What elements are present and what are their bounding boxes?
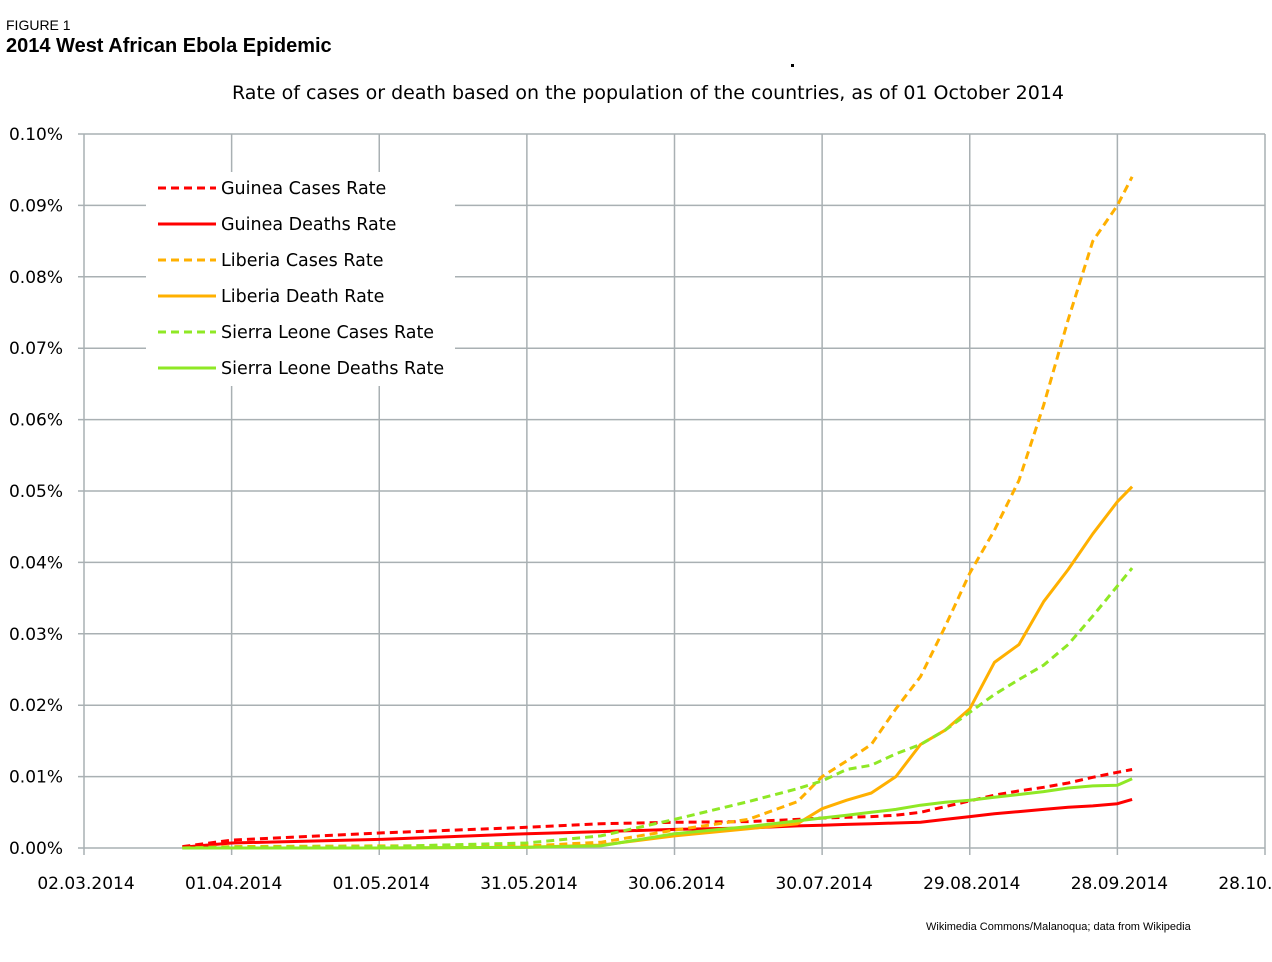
chart-title: Rate of cases or death based on the popu… — [232, 82, 1064, 104]
x-tick-label: 01.05.2014 — [333, 874, 430, 894]
series-lines — [182, 176, 1134, 850]
y-tick-label: 0.03% — [9, 625, 63, 645]
y-tick-label: 0.08% — [9, 268, 63, 288]
series-line-sierra-leone-deaths-rate — [182, 777, 1133, 850]
legend-label: Sierra Leone Cases Rate — [221, 323, 434, 343]
y-tick-label: 0.09% — [9, 196, 63, 216]
x-axis-ticks: 02.03.2014 01.04.2014 01.05.2014 31.05.2014… — [37, 874, 1272, 894]
x-tick-label: 30.07.2014 — [775, 874, 872, 894]
legend-box — [146, 172, 455, 386]
series-line-guinea-deaths-rate — [182, 797, 1133, 849]
y-tick-label: 0.05% — [9, 482, 63, 502]
y-axis-ticks: 0.00% 0.01% 0.02% 0.03% 0.04% 0.05% 0.06% 0.07%… — [9, 125, 63, 859]
stray-dot — [791, 64, 794, 67]
x-tick-label: 29.08.2014 — [923, 874, 1020, 894]
x-tick-label: 30.06.2014 — [628, 874, 725, 894]
y-tick-label: 0.06% — [9, 411, 63, 431]
y-tick-label: 0.01% — [9, 768, 63, 788]
legend: Guinea Cases Rate Guinea Deaths Rate Liber… — [158, 179, 444, 379]
legend-label: Guinea Deaths Rate — [221, 215, 396, 235]
legend-label: Guinea Cases Rate — [221, 179, 386, 199]
x-tick-label: 31.05.2014 — [480, 874, 577, 894]
x-tick-label: 28.09.2014 — [1071, 874, 1168, 894]
series-line-guinea-cases-rate — [182, 768, 1133, 849]
x-tick-label: 01.04.2014 — [185, 874, 282, 894]
y-tick-label: 0.04% — [9, 553, 63, 573]
x-tick-label: 02.03.2014 — [37, 874, 134, 894]
y-tick-label: 0.00% — [9, 839, 63, 859]
series-line-liberia-cases-rate — [182, 176, 1134, 850]
figure-title: 2014 West African Ebola Epidemic — [6, 35, 332, 57]
grid — [78, 133, 1266, 855]
x-tick-label: 28.10.2014 — [1218, 874, 1272, 894]
legend-label: Liberia Cases Rate — [221, 251, 383, 271]
y-tick-label: 0.10% — [9, 125, 63, 145]
legend-label: Sierra Leone Deaths Rate — [221, 359, 444, 379]
legend-background — [146, 172, 455, 386]
figure-label: FIGURE 1 — [6, 17, 71, 33]
series-line-sierra-leone-cases-rate — [182, 567, 1134, 850]
source-credit: Wikimedia Commons/Malanoqua; data from W… — [926, 921, 1191, 933]
y-tick-label: 0.07% — [9, 339, 63, 359]
y-tick-label: 0.02% — [9, 696, 63, 716]
legend-label: Liberia Death Rate — [221, 287, 384, 307]
